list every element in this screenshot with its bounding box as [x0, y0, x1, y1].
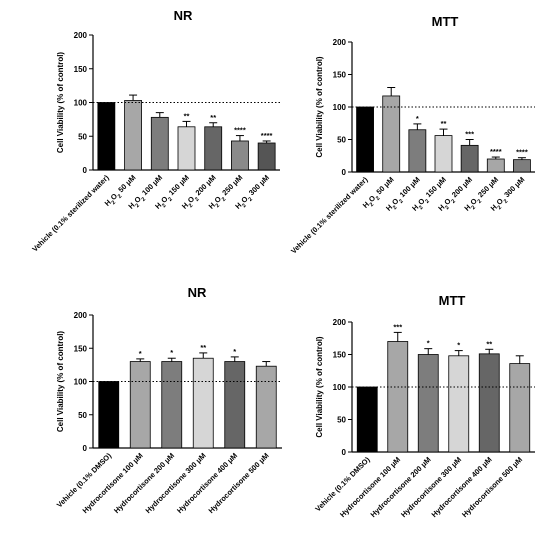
significance-marker: **	[210, 113, 216, 122]
significance-marker: ***	[393, 322, 402, 331]
y-axis-label: Cell Viability (% of control)	[315, 56, 324, 158]
category-label: Hydrocortisone 200 μM	[112, 451, 176, 515]
category-label: Hydrocortisone 200 μM	[369, 455, 433, 519]
significance-marker: **	[486, 339, 492, 348]
significance-marker: ****	[261, 131, 273, 140]
bar	[257, 142, 276, 171]
y-tick-label: 200	[74, 311, 88, 320]
chart-panel-3: NR Cell Viability (% of control) 0 50 100 150…	[55, 285, 282, 515]
significance-marker: *	[427, 339, 430, 348]
bar	[356, 106, 374, 173]
y-axis-label: Cell Viability (% of control)	[315, 336, 324, 438]
significance-marker: *	[170, 348, 173, 357]
bar	[486, 158, 505, 173]
bar	[224, 361, 246, 449]
significance-marker: ****	[234, 126, 246, 135]
bar	[97, 102, 116, 171]
bar	[448, 355, 470, 453]
bar	[356, 386, 378, 453]
category-label: Hydrocortisone 300 μM	[399, 455, 463, 519]
y-tick-label: 200	[74, 31, 88, 40]
bar	[509, 363, 531, 453]
significance-marker: *	[416, 114, 419, 123]
category-label: Vehicle (0.1% sterilized water)	[30, 173, 111, 254]
significance-marker: *	[457, 341, 460, 350]
y-tick-label: 150	[74, 344, 88, 353]
bar	[460, 144, 479, 173]
y-tick-label: 50	[78, 132, 87, 141]
y-tick-label: 150	[333, 351, 347, 360]
significance-marker: **	[184, 111, 190, 120]
y-tick-label: 0	[342, 168, 347, 177]
bar	[129, 361, 151, 449]
bar	[434, 135, 453, 173]
y-tick-label: 200	[333, 38, 347, 47]
significance-marker: ****	[490, 147, 502, 156]
bar	[255, 365, 277, 449]
y-tick-label: 50	[78, 411, 87, 420]
significance-marker: **	[441, 119, 447, 128]
y-tick-label: 50	[337, 416, 346, 425]
bar	[478, 353, 500, 453]
chart-panel-4: MTT Cell Viability (% of control) 0 50 100 15…	[313, 293, 535, 519]
category-label: Hydrocortisone 300 μM	[144, 451, 208, 515]
bar	[124, 100, 142, 171]
y-tick-label: 100	[74, 99, 88, 108]
chart-title: MTT	[432, 14, 459, 29]
category-label: Hydrocortisone 100 μM	[81, 451, 145, 515]
category-label: Hydrocortisone 500 μM	[460, 455, 524, 519]
bar	[513, 159, 531, 173]
bar	[204, 126, 223, 171]
category-label: Vehicle (0.1% sterilized water)	[289, 175, 370, 256]
bar	[161, 361, 183, 449]
y-tick-label: 100	[333, 103, 347, 112]
category-label: Hydrocortisone 400 μM	[430, 455, 494, 519]
category-label: Vehicle (0.1% DMSO)	[313, 455, 372, 514]
significance-marker: **	[200, 343, 206, 352]
bar	[192, 357, 214, 449]
bar	[417, 354, 439, 453]
y-tick-label: 150	[74, 65, 88, 74]
bar	[408, 129, 427, 173]
chart-title: MTT	[439, 293, 466, 308]
chart-title: NR	[188, 285, 207, 300]
significance-marker: *	[139, 349, 142, 358]
chart-title: NR	[174, 8, 193, 23]
y-tick-label: 150	[333, 71, 347, 80]
chart-panel-1: NR Cell Viability (% of control) 0 50 100 150…	[30, 8, 280, 253]
y-axis-label: Cell Viability (% of control)	[56, 52, 65, 154]
chart-panel-2: MTT Cell Viability (% of control) 0 50 100 15…	[289, 14, 535, 255]
category-label: Hydrocortisone 100 μM	[338, 455, 402, 519]
bar	[150, 116, 169, 171]
category-label: Vehicle (0.1% DMSO)	[55, 451, 114, 510]
y-axis-label: Cell Viability (% of control)	[56, 331, 65, 433]
bar	[177, 126, 196, 171]
category-label: Hydrocortisone 400 μM	[175, 451, 239, 515]
y-tick-label: 200	[333, 318, 347, 327]
y-tick-label: 100	[333, 383, 347, 392]
y-tick-label: 100	[74, 378, 88, 387]
y-tick-label: 50	[337, 136, 346, 145]
significance-marker: ****	[516, 148, 528, 157]
significance-marker: *	[233, 347, 236, 356]
category-label: Hydrocortisone 500 μM	[207, 451, 271, 515]
bar	[231, 140, 249, 171]
significance-marker: ***	[465, 130, 474, 139]
bar	[387, 341, 409, 453]
y-tick-label: 0	[83, 444, 88, 453]
bar	[98, 381, 120, 449]
y-tick-label: 0	[342, 448, 347, 457]
y-tick-label: 0	[83, 166, 88, 175]
